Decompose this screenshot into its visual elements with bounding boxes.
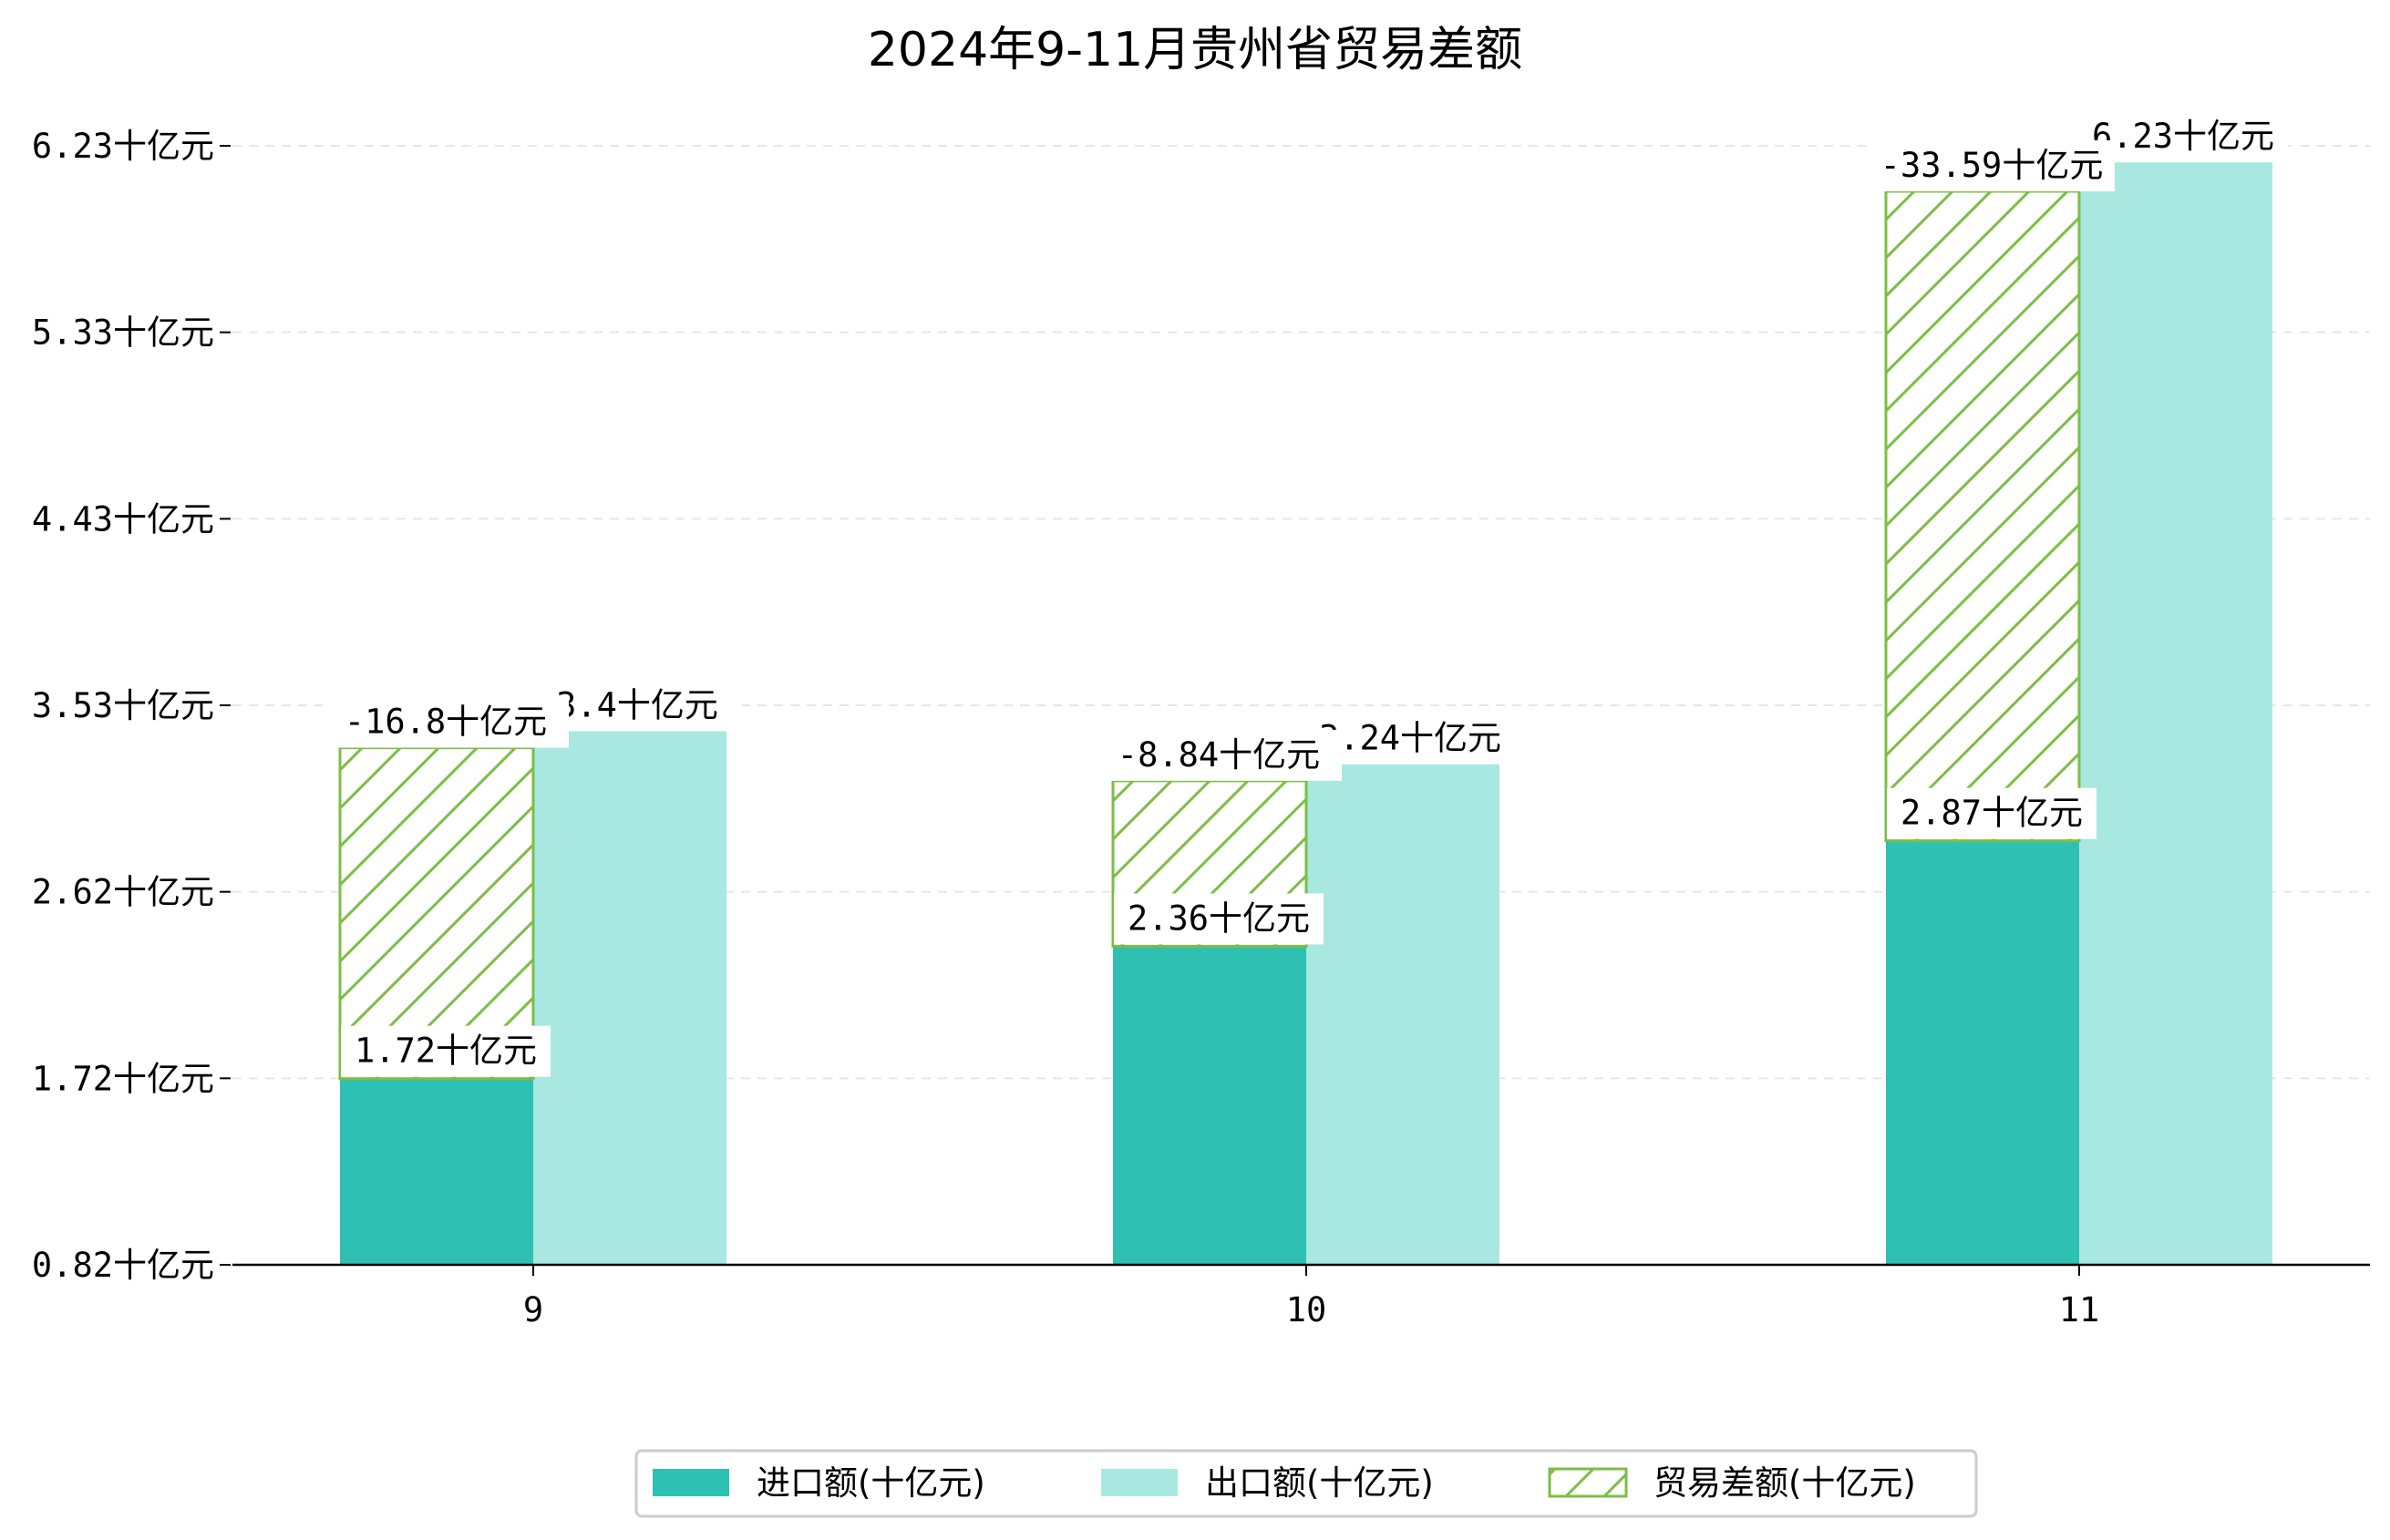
legend-label-2[interactable]: 贸易差额(十亿元) bbox=[1653, 1463, 1916, 1503]
bar-import-10 bbox=[1113, 946, 1306, 1265]
bar-export-9 bbox=[533, 731, 726, 1265]
label-import-11-bg bbox=[1887, 787, 2096, 839]
bar-import-11 bbox=[1886, 840, 2079, 1265]
label-import-9: 1.72十亿元 bbox=[355, 1032, 537, 1071]
label-export-10: 3.24十亿元 bbox=[1319, 719, 1501, 758]
label-export-9: 3.4十亿元 bbox=[556, 685, 718, 724]
data-labels: 3.4十亿元-16.8十亿元 1.72十亿元 3.24十亿元-8.84十亿元 2.36… bbox=[323, 111, 2288, 1077]
x-tick-label: 11 bbox=[2059, 1290, 2100, 1330]
label-balance-11-bg bbox=[1869, 139, 2115, 191]
bar-import-9 bbox=[340, 1078, 533, 1265]
bar-export-11 bbox=[2079, 162, 2272, 1266]
x-tick-label: 10 bbox=[1286, 1290, 1327, 1330]
label-import-9-bg bbox=[341, 1025, 551, 1077]
axes: 0.82十亿元 1.72十亿元 2.62十亿元 3.53十亿元 4.43十亿元 5.33十… bbox=[32, 127, 2370, 1330]
label-import-10: 2.36十亿元 bbox=[1128, 898, 1310, 938]
chart-title: 2024年9-11月贵州省贸易差额 bbox=[868, 23, 1522, 77]
legend-swatch-1[interactable] bbox=[1101, 1469, 1178, 1496]
legend-label-0[interactable]: 进口额(十亿元) bbox=[757, 1463, 985, 1503]
legend[interactable]: 进口额(十亿元) 出口额(十亿元) 贸易差额(十亿元) bbox=[634, 1449, 1978, 1518]
y-tick-label: 3.53十亿元 bbox=[32, 686, 214, 725]
bar-balance-9 bbox=[338, 746, 535, 1081]
legend-label-1[interactable]: 出口额(十亿元) bbox=[1205, 1463, 1434, 1503]
label-import-10-bg bbox=[1114, 893, 1324, 945]
legend-swatch-2[interactable] bbox=[1548, 1467, 1628, 1498]
y-tick-label: 5.33十亿元 bbox=[32, 313, 214, 353]
label-balance-10-bg bbox=[1096, 729, 1342, 781]
label-balance-9-bg bbox=[323, 696, 569, 748]
label-balance-11: -33.59十亿元 bbox=[1880, 146, 2104, 185]
label-export-11: 6.23十亿元 bbox=[2092, 117, 2274, 156]
y-tick-label: 4.43十亿元 bbox=[32, 499, 214, 539]
legend-swatch-0[interactable] bbox=[653, 1469, 729, 1496]
bar-balance-11 bbox=[1884, 190, 2081, 843]
y-tick-label: 2.62十亿元 bbox=[32, 873, 214, 912]
legend-box bbox=[634, 1449, 1978, 1518]
y-tick-label: 6.23十亿元 bbox=[32, 127, 214, 166]
label-balance-9: -16.8十亿元 bbox=[345, 703, 547, 742]
label-import-11: 2.87十亿元 bbox=[1901, 794, 2083, 833]
label-balance-10: -8.84十亿元 bbox=[1118, 735, 1320, 775]
x-tick-label: 9 bbox=[523, 1290, 543, 1330]
y-tick-label: 1.72十亿元 bbox=[32, 1059, 214, 1098]
bar-export-10 bbox=[1306, 764, 1499, 1265]
y-tick-label: 0.82十亿元 bbox=[32, 1246, 214, 1285]
bars bbox=[338, 162, 2272, 1266]
